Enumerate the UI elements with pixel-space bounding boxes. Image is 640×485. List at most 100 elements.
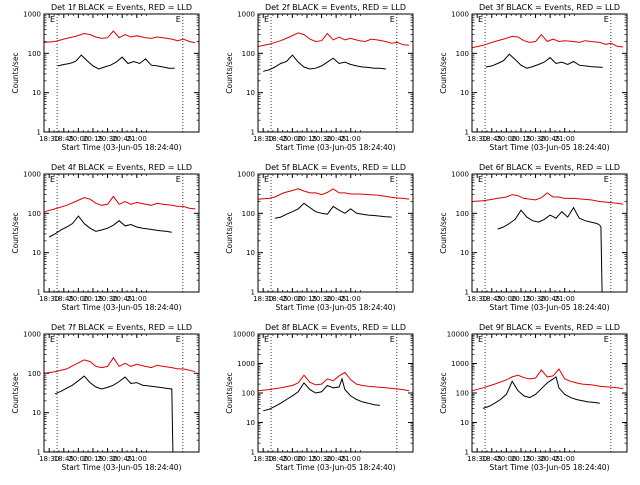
y-tick-label: 100 [456, 50, 469, 58]
x-tick-label: 18:30 [253, 135, 273, 143]
x-tick-label: 18:45 [482, 295, 502, 303]
marker-label: E [390, 335, 395, 344]
marker-label: E [390, 15, 395, 24]
panel-title: Det 3f BLACK = Events, RED = LLD [479, 3, 620, 12]
panel-det-4: Det 4f BLACK = Events, RED = LLD 1 10 100 10… [11, 163, 200, 312]
series-line-events [54, 375, 174, 453]
marker-label: E [264, 15, 269, 24]
panel-det-7: Det 7f BLACK = Events, RED = LLD 1 10 100 10… [11, 323, 200, 472]
y-axis-label: Counts/sec [11, 372, 20, 413]
x-tick-label: 20:45 [540, 295, 560, 303]
x-tick-label: 18:45 [54, 455, 74, 463]
x-axis-label: Start Time (03-Jun-05 18:24:40) [62, 303, 182, 312]
series-line-lld [258, 32, 410, 47]
x-tick-label: 20:15 [83, 295, 103, 303]
x-tick-label: 21:00 [555, 135, 575, 143]
x-tick-label: 20:00 [282, 295, 302, 303]
panel-title: Det 9f BLACK = Events, RED = LLD [479, 323, 620, 332]
x-axis-label: Start Time (03-Jun-05 18:24:40) [62, 463, 182, 472]
y-axis-label: Counts/sec [439, 212, 448, 253]
x-tick-label: 20:00 [68, 135, 88, 143]
x-tick-label: 21:00 [341, 295, 361, 303]
x-tick-label: 18:30 [467, 455, 487, 463]
marker-label: E [50, 335, 55, 344]
x-tick-label: 18:30 [39, 455, 59, 463]
x-axis-label: Start Time (03-Jun-05 18:24:40) [276, 143, 396, 152]
series-line-events [263, 377, 380, 412]
y-tick-label: 10 [460, 89, 469, 97]
x-axis-label: Start Time (03-Jun-05 18:24:40) [276, 463, 396, 472]
y-tick-label: 1 [37, 289, 41, 297]
marker-label: E [50, 175, 55, 184]
plot-frame [471, 173, 628, 293]
x-tick-label: 20:45 [112, 295, 132, 303]
x-tick-label: 20:45 [540, 455, 560, 463]
x-tick-label: 18:45 [482, 135, 502, 143]
y-tick-label: 1 [465, 129, 469, 137]
y-tick-label: 1000 [237, 171, 255, 179]
y-axis-label: Counts/sec [225, 212, 234, 253]
plot-frame [257, 173, 414, 293]
panel-title: Det 2f BLACK = Events, RED = LLD [265, 3, 406, 12]
x-tick-label: 20:15 [83, 455, 103, 463]
y-tick-label: 100 [242, 390, 255, 398]
y-tick-label: 10 [246, 419, 255, 427]
y-tick-label: 10 [460, 419, 469, 427]
x-tick-label: 18:45 [268, 455, 288, 463]
y-tick-label: 1 [37, 129, 41, 137]
series-line-events [485, 53, 603, 69]
series-line-lld [44, 30, 196, 44]
x-tick-label: 21:00 [127, 135, 147, 143]
plot-frame [43, 13, 200, 133]
panel-title: Det 6f BLACK = Events, RED = LLD [479, 163, 620, 172]
panel-det-1: Det 1f BLACK = Events, RED = LLD 1 10 100 10… [11, 3, 200, 152]
x-tick-label: 21:00 [127, 295, 147, 303]
marker-label: E [264, 175, 269, 184]
marker-label: E [176, 15, 181, 24]
marker-label: E [176, 335, 181, 344]
marker-label: E [390, 175, 395, 184]
y-tick-label: 100 [28, 50, 41, 58]
x-tick-label: 21:00 [555, 295, 575, 303]
marker-label: E [50, 15, 55, 24]
y-tick-label: 10 [32, 409, 41, 417]
series-line-events [482, 376, 600, 409]
x-tick-label: 20:15 [83, 135, 103, 143]
x-tick-label: 20:45 [112, 455, 132, 463]
plot-frame [257, 13, 414, 133]
y-tick-label: 10 [460, 249, 469, 257]
series-line-lld [472, 192, 624, 205]
x-tick-label: 20:30 [311, 455, 331, 463]
x-axis-label: Start Time (03-Jun-05 18:24:40) [276, 303, 396, 312]
series-line-events [57, 54, 175, 70]
y-tick-label: 100 [456, 210, 469, 218]
x-tick-label: 18:30 [253, 455, 273, 463]
series-line-lld [472, 33, 624, 49]
x-tick-label: 18:30 [39, 135, 59, 143]
y-tick-label: 1000 [451, 11, 469, 19]
panel-title: Det 5f BLACK = Events, RED = LLD [265, 163, 406, 172]
x-tick-label: 20:30 [525, 295, 545, 303]
panel-title: Det 1f BLACK = Events, RED = LLD [51, 3, 192, 12]
y-tick-label: 1000 [451, 171, 469, 179]
x-tick-label: 18:30 [467, 135, 487, 143]
marker-label: E [604, 335, 609, 344]
x-tick-label: 20:30 [525, 455, 545, 463]
x-tick-label: 21:00 [341, 135, 361, 143]
x-tick-label: 20:30 [97, 135, 117, 143]
panel-det-2: Det 2f BLACK = Events, RED = LLD 1 10 100 10… [225, 3, 414, 152]
x-tick-label: 21:00 [341, 455, 361, 463]
y-tick-label: 1 [251, 449, 255, 457]
x-tick-label: 18:45 [54, 295, 74, 303]
y-tick-label: 100 [28, 210, 41, 218]
plot-frame [471, 13, 628, 133]
series-line-lld [258, 188, 410, 200]
y-tick-label: 1000 [23, 331, 41, 339]
plot-frame [257, 333, 414, 453]
series-line-lld [472, 368, 624, 392]
series-line-lld [44, 356, 196, 374]
panel-title: Det 8f BLACK = Events, RED = LLD [265, 323, 406, 332]
panel-title: Det 7f BLACK = Events, RED = LLD [51, 323, 192, 332]
x-tick-label: 18:30 [39, 295, 59, 303]
marker-label: E [478, 15, 483, 24]
